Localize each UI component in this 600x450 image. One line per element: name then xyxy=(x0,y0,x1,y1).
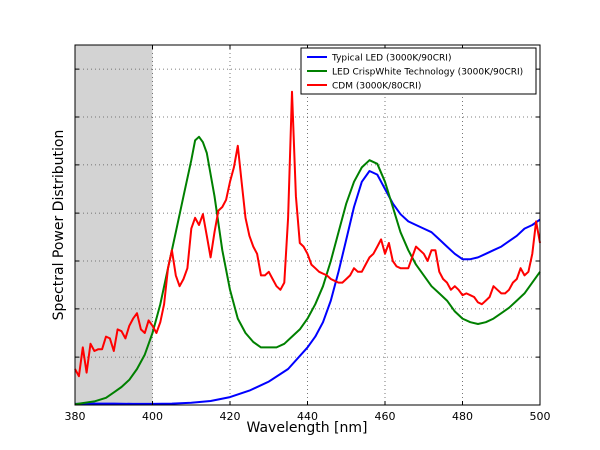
legend-label-1: Typical LED (3000K/90CRI) xyxy=(331,54,451,64)
legend-box xyxy=(300,47,537,95)
legend-label-2: LED CrispWhite Technology (3000K/90CRI) xyxy=(332,68,523,78)
x-tick-label-480: 480 xyxy=(452,410,473,423)
x-tick-label-400: 400 xyxy=(142,410,163,423)
y-axis-label: Spectral Power Distribution xyxy=(51,130,67,321)
x-tick-label-460: 460 xyxy=(375,410,396,423)
series-line-1 xyxy=(74,170,541,405)
legend-label-3: CDM (3000K/80CRI) xyxy=(332,82,421,92)
shaded-region-group xyxy=(75,45,153,405)
x-tick-label-500: 500 xyxy=(530,410,551,423)
series-lines xyxy=(74,90,541,406)
axis-ticks: 380 400 420 440 460 480 500 xyxy=(65,45,551,423)
uv-shaded-region xyxy=(75,45,153,405)
x-tick-label-380: 380 xyxy=(65,410,86,423)
x-tick-label-420: 420 xyxy=(220,410,241,423)
legend: Typical LED (3000K/90CRI) LED CrispWhite … xyxy=(300,47,537,95)
x-axis-label: Wavelength [nm] xyxy=(247,420,368,436)
x-tick-label-440: 440 xyxy=(297,410,318,423)
series-line-3 xyxy=(74,90,541,378)
